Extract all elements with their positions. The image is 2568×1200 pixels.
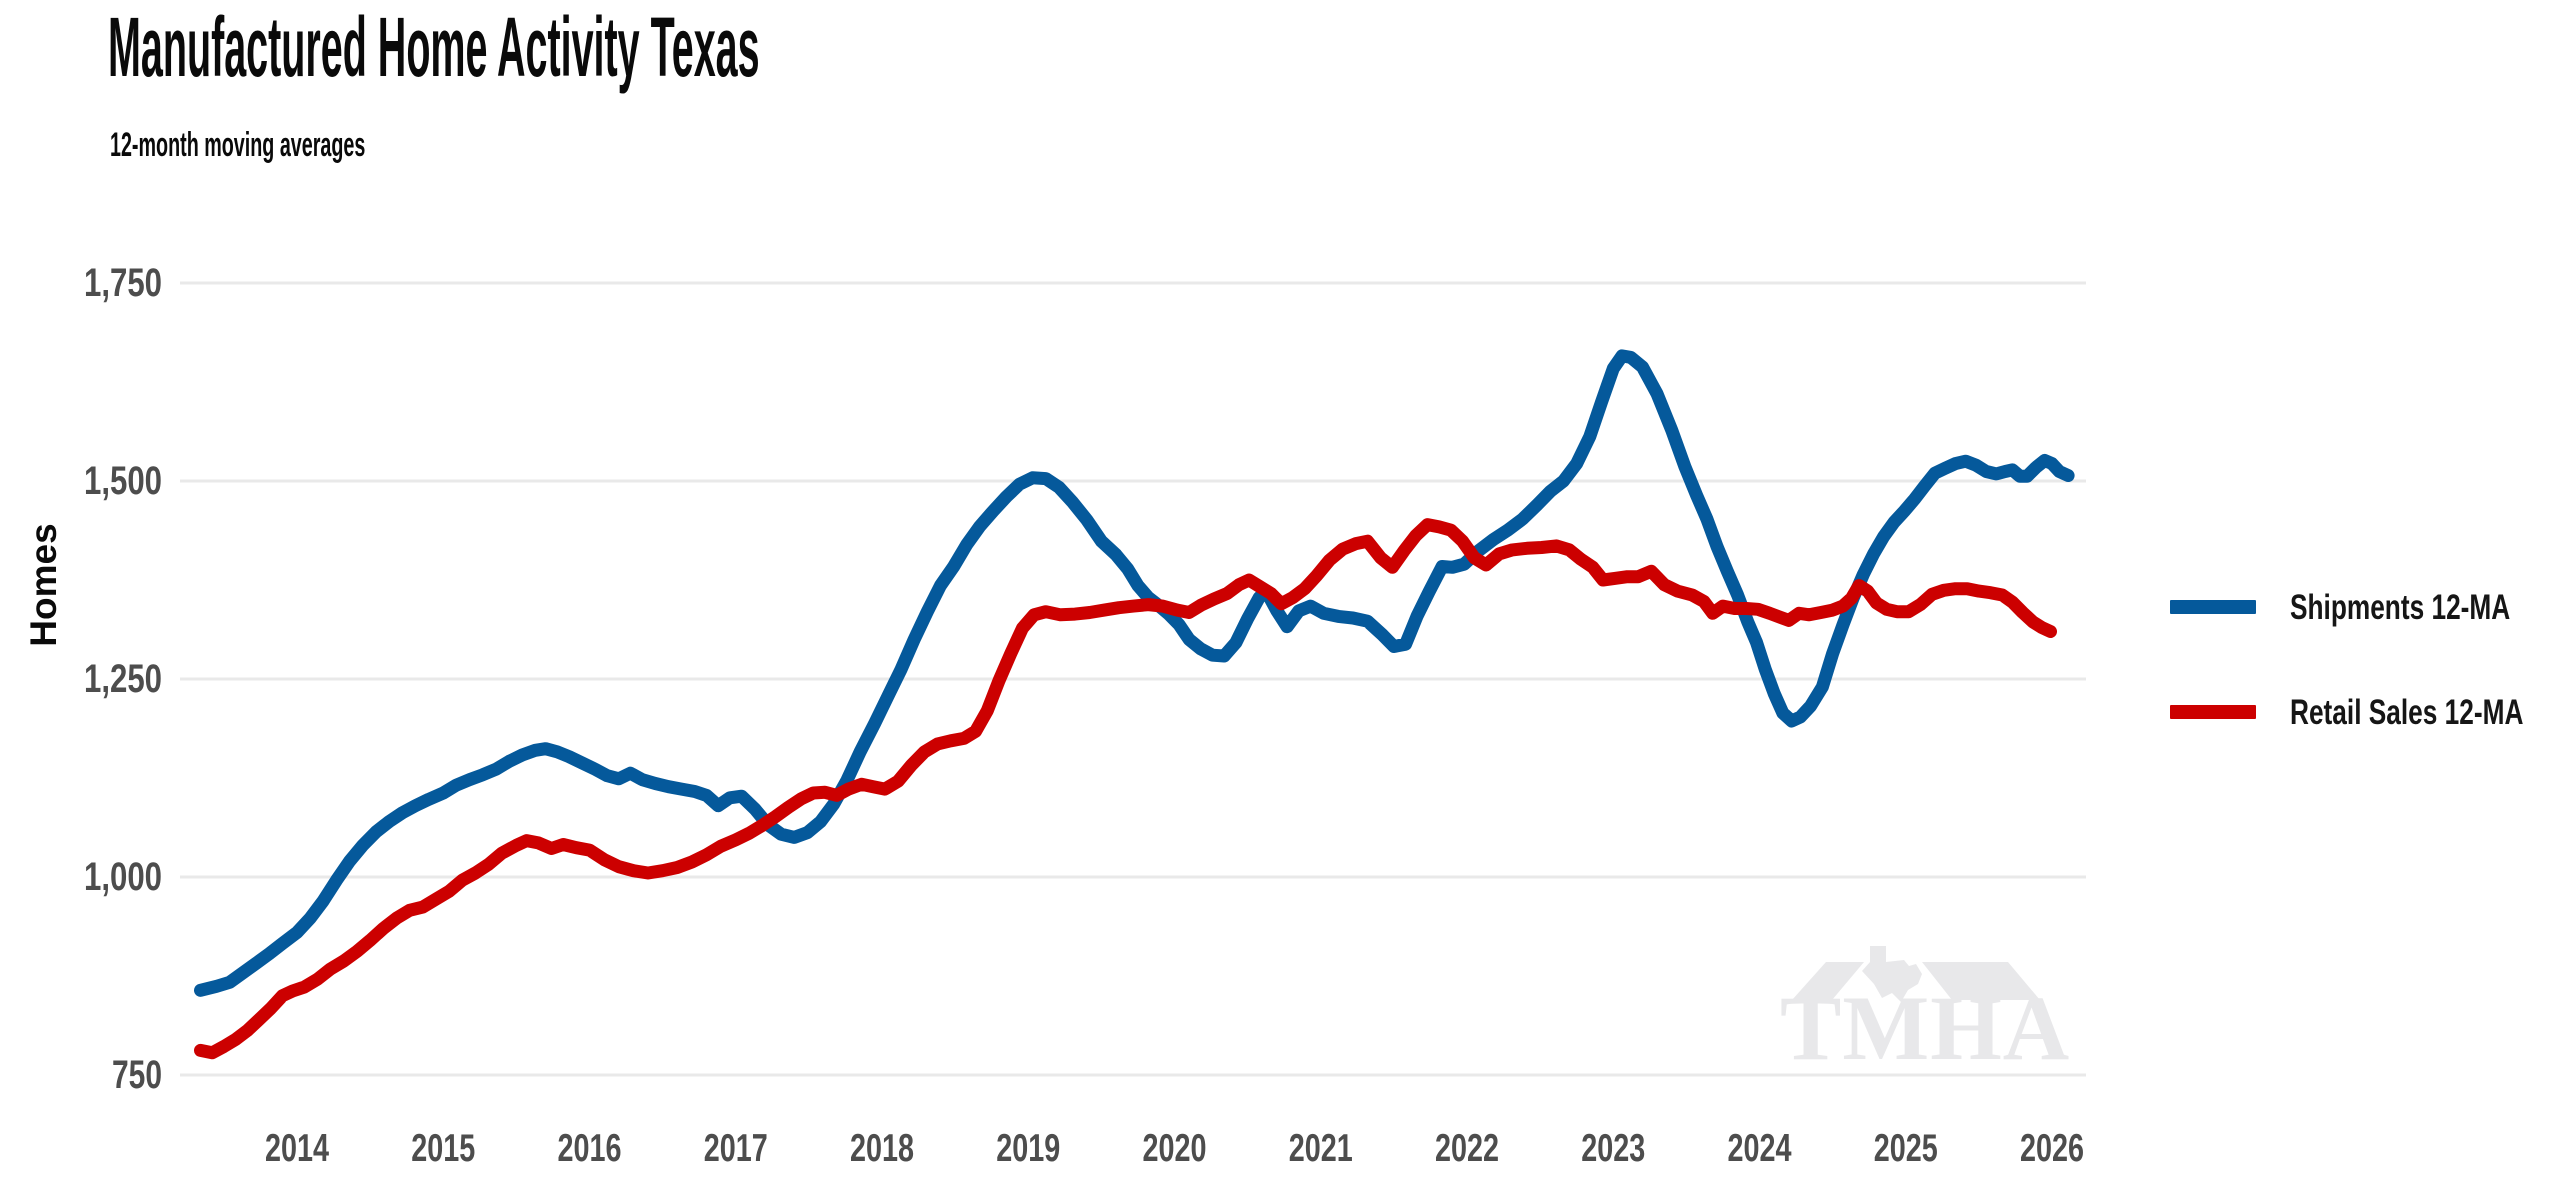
series-line-shipments bbox=[194, 349, 2075, 997]
y-tick-label: 750 bbox=[112, 1053, 162, 1097]
y-tick-label: 1,750 bbox=[84, 261, 162, 305]
x-tick-label: 2026 bbox=[2020, 1127, 2084, 1170]
legend-item-shipments: Shipments 12-MA bbox=[2170, 588, 2568, 628]
legend-label-retail-sales: Retail Sales 12-MA bbox=[2290, 693, 2524, 732]
x-tick-label: 2018 bbox=[850, 1127, 914, 1170]
x-tick-label: 2025 bbox=[1874, 1127, 1938, 1170]
x-tick-label: 2014 bbox=[265, 1127, 329, 1170]
retail-sales-line-swatch bbox=[2170, 705, 2256, 719]
x-tick-label: 2024 bbox=[1728, 1127, 1792, 1170]
x-tick-label: 2020 bbox=[1143, 1127, 1207, 1170]
legend: Shipments 12-MA Retail Sales 12-MA bbox=[2170, 0, 2568, 1200]
legend-item-retail-sales: Retail Sales 12-MA bbox=[2170, 693, 2568, 733]
x-tick-label: 2019 bbox=[996, 1127, 1060, 1170]
y-tick-label: 1,000 bbox=[84, 855, 162, 899]
x-tick-label: 2016 bbox=[558, 1127, 622, 1170]
legend-label-shipments: Shipments 12-MA bbox=[2290, 588, 2511, 627]
x-tick-label: 2022 bbox=[1435, 1127, 1499, 1170]
x-tick-label: 2021 bbox=[1289, 1127, 1353, 1170]
x-tick-label: 2017 bbox=[704, 1127, 768, 1170]
x-tick-label: 2015 bbox=[411, 1127, 475, 1170]
series-line-retail-sales bbox=[194, 518, 2057, 1060]
chart-subtitle: 12-month moving averages bbox=[110, 126, 366, 164]
shipments-line-swatch bbox=[2170, 600, 2256, 614]
page-title: Manufactured Home Activity Texas bbox=[108, 0, 760, 94]
y-tick-label: 1,250 bbox=[84, 657, 162, 701]
x-tick-label: 2023 bbox=[1581, 1127, 1645, 1170]
y-tick-label: 1,500 bbox=[84, 459, 162, 503]
